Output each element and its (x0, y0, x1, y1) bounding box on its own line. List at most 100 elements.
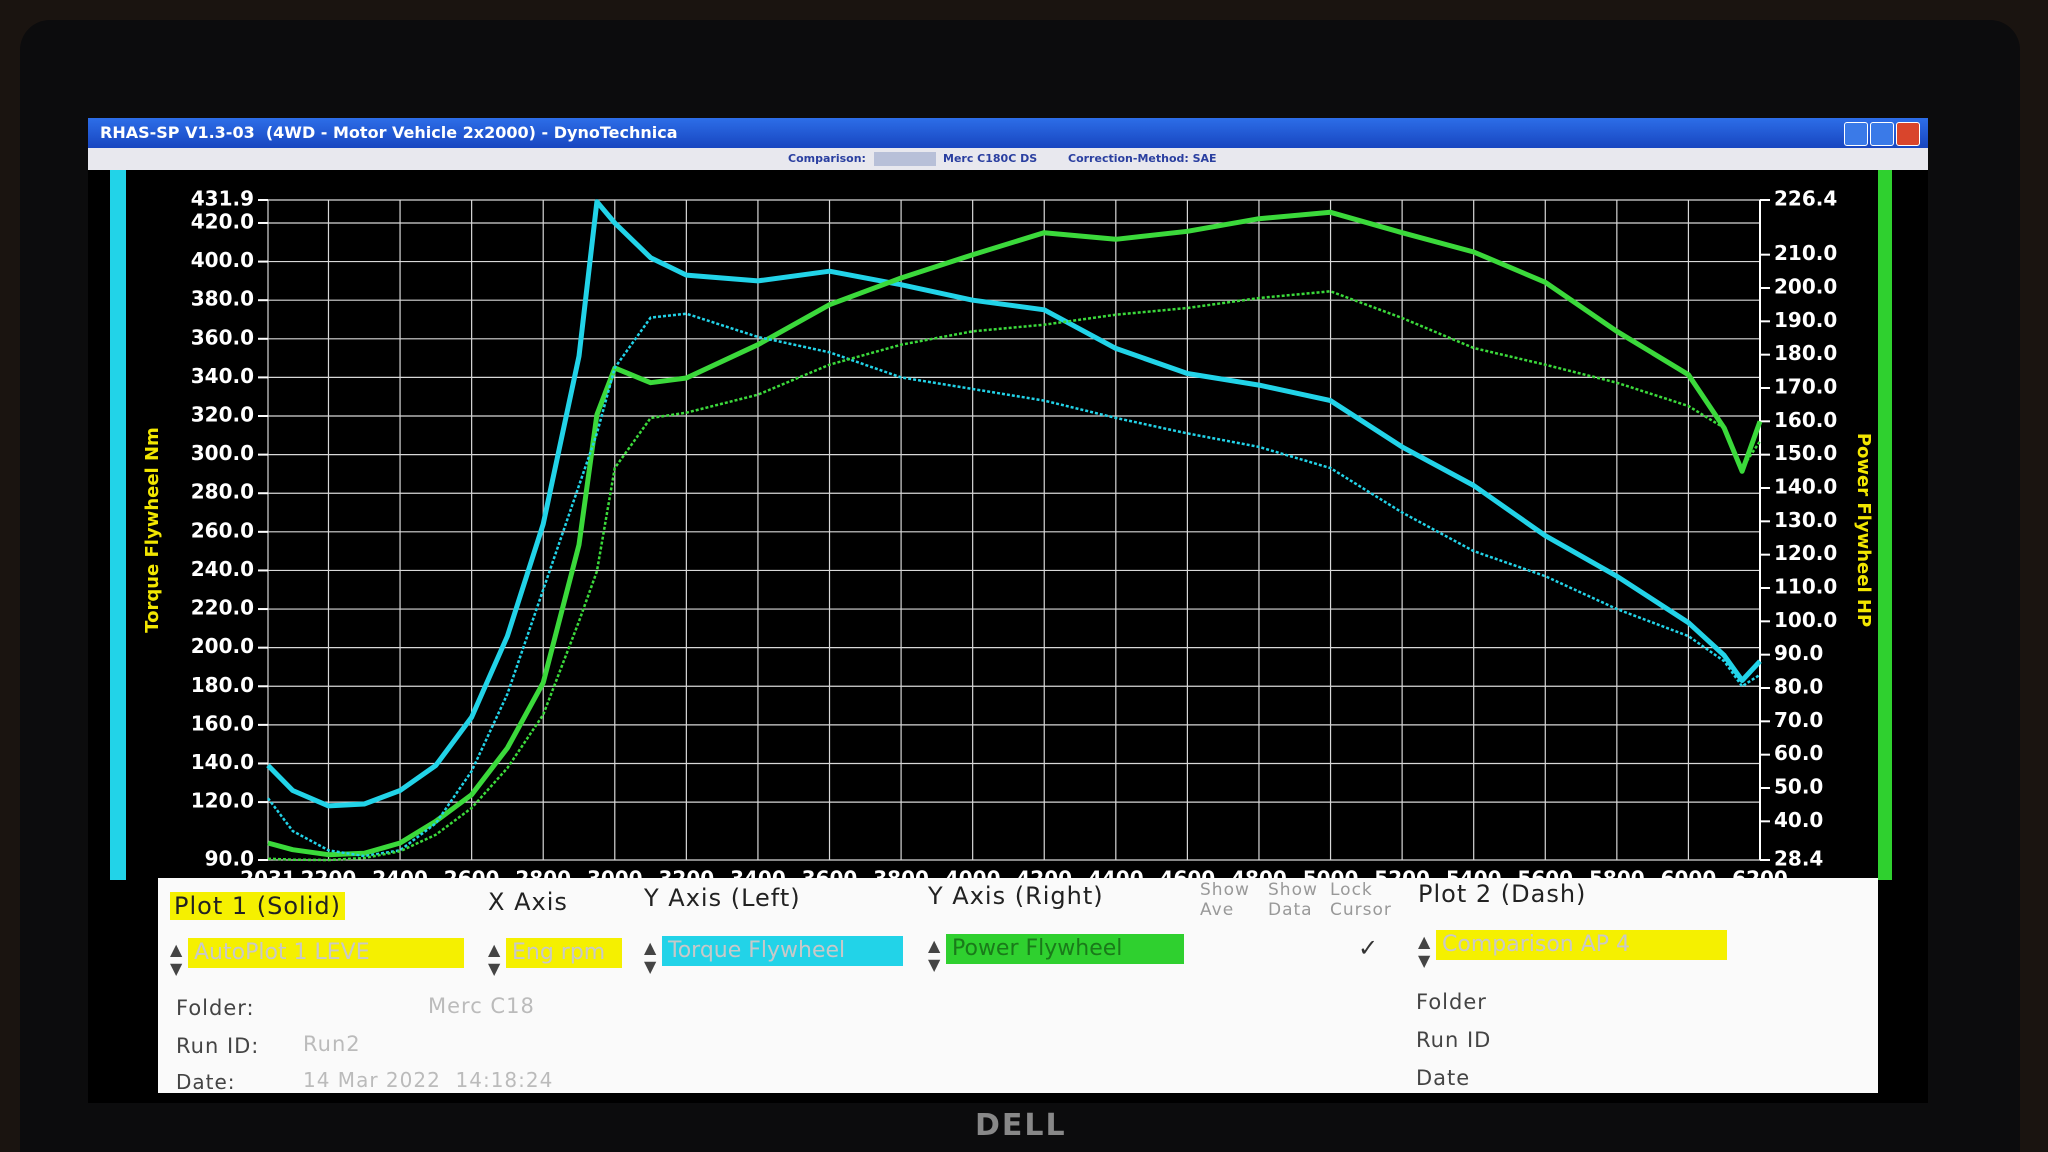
x-tick-label: 2031 (240, 867, 296, 881)
y2-tick-label: 180.0 (1774, 341, 1837, 365)
y-tick-label: 320.0 (191, 403, 254, 427)
x-tick-label: 3600 (802, 867, 858, 881)
x-tick-label: 3800 (873, 867, 929, 881)
y-tick-label: 220.0 (191, 596, 254, 620)
x-tick-label: 4200 (1016, 867, 1072, 881)
plot1-folder-label: Folder: (176, 996, 255, 1020)
comparison-label: Comparison: (788, 152, 866, 165)
plot2-date-label: Date (1416, 1066, 1471, 1090)
y-tick-label: 280.0 (191, 480, 254, 504)
x-axis-select[interactable]: Eng rpm (506, 938, 622, 968)
y-tick-label: 340.0 (191, 364, 254, 388)
info-bar: Comparison: Merc C180C DS Correction-Met… (88, 148, 1928, 170)
y2-tick-label: 200.0 (1774, 275, 1837, 299)
y-left-select[interactable]: Torque Flywheel (662, 936, 903, 966)
comparison-box (874, 152, 936, 166)
title-bar: RHAS-SP V1.3-03 (4WD - Motor Vehicle 2x2… (88, 118, 1928, 148)
y-axis-label: Torque Flywheel Nm (142, 427, 163, 633)
y-tick-label: 200.0 (191, 634, 254, 658)
x-tick-label: 5000 (1303, 867, 1359, 881)
plot2-heading: Plot 2 (Dash) (1418, 880, 1587, 908)
y2-tick-label: 130.0 (1774, 508, 1837, 532)
solid-line (267, 209, 1763, 858)
close-button[interactable] (1896, 122, 1920, 146)
y-right-heading: Y Axis (Right) (928, 882, 1104, 910)
y2-tick-label: 28.4 (1774, 847, 1823, 871)
y2-tick-label: 150.0 (1774, 441, 1837, 465)
spinner[interactable]: ▲ ▼ (1418, 932, 1431, 970)
x-tick-label: 4600 (1160, 867, 1216, 881)
x-tick-label: 3000 (587, 867, 643, 881)
y-left-heading: Y Axis (Left) (644, 884, 801, 912)
y2-tick-label: 226.4 (1774, 187, 1837, 211)
monitor-brand: DELL (975, 1108, 1067, 1143)
spinner[interactable]: ▲ ▼ (644, 938, 657, 976)
plot2-run-id-label: Run ID (1416, 1028, 1492, 1052)
x-tick-label: 5800 (1589, 867, 1645, 881)
x-tick-label: 5400 (1446, 867, 1502, 881)
y2-tick-label: 50.0 (1774, 775, 1823, 799)
y-tick-label: 400.0 (191, 248, 254, 272)
dash-line (267, 290, 1762, 862)
y-tick-label: 180.0 (191, 673, 254, 697)
x-tick-label: 5600 (1517, 867, 1573, 881)
y-tick-label: 420.0 (191, 209, 254, 233)
minimize-button[interactable] (1844, 122, 1868, 146)
maximize-button[interactable] (1870, 122, 1894, 146)
plot1-folder: Merc C18 (428, 994, 535, 1018)
dash-line (267, 312, 1761, 858)
y2-tick-label: 40.0 (1774, 808, 1823, 832)
y2-tick-label: 170.0 (1774, 375, 1837, 399)
y-right-select[interactable]: Power Flywheel (946, 934, 1184, 964)
y2-tick-label: 110.0 (1774, 575, 1837, 599)
app-window: RHAS-SP V1.3-03 (4WD - Motor Vehicle 2x2… (88, 118, 1928, 1103)
plot1-date: 14 Mar 2022 14:18:24 (303, 1068, 554, 1092)
x-tick-label: 2600 (444, 867, 500, 881)
y-tick-label: 380.0 (191, 287, 254, 311)
x-tick-label: 2200 (301, 867, 357, 881)
spinner[interactable]: ▲ ▼ (170, 940, 183, 978)
solid-line (266, 199, 1762, 809)
x-tick-label: 3200 (659, 867, 715, 881)
y-tick-label: 120.0 (191, 789, 254, 813)
y2-tick-label: 160.0 (1774, 408, 1837, 432)
plot2-select[interactable]: Comparison AP 4 (1436, 930, 1727, 960)
lock-cursor-check[interactable]: ✓ (1358, 934, 1379, 962)
x-tick-label: 5200 (1374, 867, 1430, 881)
plot1-heading: Plot 1 (Solid) (170, 892, 345, 920)
y2-tick-label: 100.0 (1774, 608, 1837, 632)
show-data-option[interactable]: Show Data (1268, 880, 1318, 920)
x-tick-label: 2800 (515, 867, 571, 881)
y2-tick-label: 190.0 (1774, 308, 1837, 332)
left-strip (110, 170, 126, 880)
plot1-select[interactable]: AutoPlot 1 LEVE (188, 938, 464, 968)
plot1-run-id-label: Run ID: (176, 1034, 260, 1058)
y-tick-label: 240.0 (191, 557, 254, 581)
x-tick-label: 2400 (372, 867, 428, 881)
x-axis-heading: X Axis (488, 888, 568, 916)
y2-tick-label: 120.0 (1774, 541, 1837, 565)
comparison-value: Merc C180C DS (943, 152, 1038, 165)
y-tick-label: 140.0 (191, 750, 254, 774)
y2-axis-label: Power Flywheel HP (1853, 433, 1874, 627)
x-tick-label: 4000 (945, 867, 1001, 881)
y2-tick-label: 80.0 (1774, 675, 1823, 699)
spinner[interactable]: ▲ ▼ (928, 936, 941, 974)
y2-tick-label: 70.0 (1774, 708, 1823, 732)
plot1-date-label: Date: (176, 1070, 236, 1094)
x-tick-label: 6200 (1732, 867, 1788, 881)
y-tick-label: 160.0 (191, 711, 254, 735)
right-strip (1878, 170, 1892, 880)
plot1-run-id: Run2 (303, 1032, 361, 1056)
y2-tick-label: 210.0 (1774, 241, 1837, 265)
y-tick-label: 431.9 (191, 187, 254, 211)
plot2-folder-label: Folder (1416, 990, 1487, 1014)
spinner[interactable]: ▲ ▼ (488, 940, 501, 978)
show-ave-option[interactable]: Show Ave (1200, 880, 1250, 920)
correction-method: Correction-Method: SAE (1068, 152, 1217, 165)
y-tick-label: 90.0 (205, 847, 254, 871)
x-tick-label: 4400 (1088, 867, 1144, 881)
x-tick-label: 6000 (1661, 867, 1717, 881)
lock-cursor-option[interactable]: Lock Cursor (1330, 880, 1392, 920)
y2-tick-label: 140.0 (1774, 475, 1837, 499)
